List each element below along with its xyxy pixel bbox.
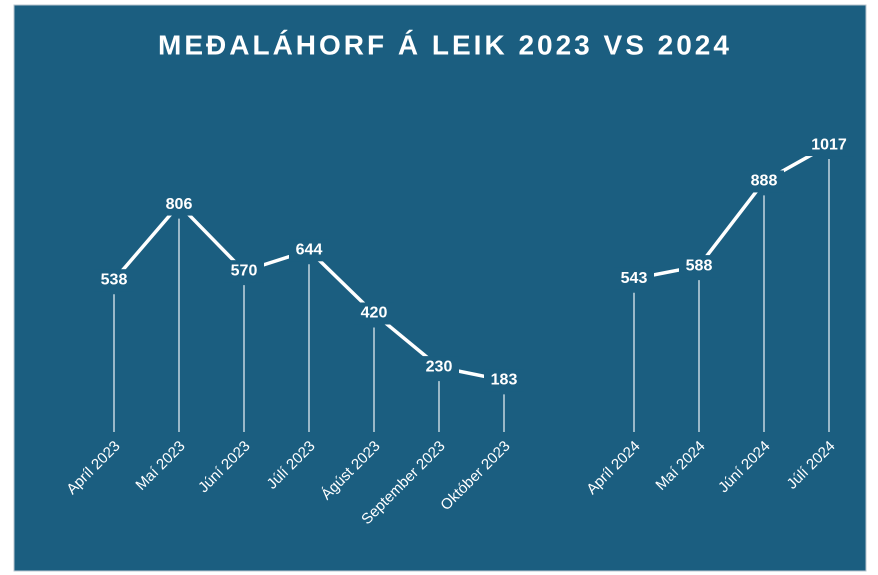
- data-label: 420: [361, 305, 388, 322]
- chart-title: MEĐALÁHORF Á LEIK 2023 VS 2024: [158, 29, 732, 60]
- label-background: [484, 369, 524, 392]
- label-background: [679, 255, 719, 278]
- label-background: [614, 267, 654, 290]
- data-label: 538: [101, 271, 128, 288]
- label-background: [354, 302, 394, 325]
- data-label: 1017: [811, 136, 847, 153]
- data-label: 644: [296, 242, 323, 259]
- data-label: 888: [751, 173, 778, 190]
- label-background: [94, 269, 134, 292]
- label-background: [419, 356, 459, 379]
- data-label: 183: [491, 372, 518, 389]
- label-background: [224, 260, 264, 283]
- data-label: 543: [621, 270, 648, 287]
- label-background: [289, 239, 329, 262]
- chart-background: [13, 4, 867, 572]
- data-label: 806: [166, 196, 193, 213]
- label-background: [159, 193, 199, 216]
- label-background: [804, 134, 854, 157]
- data-label: 570: [231, 262, 258, 279]
- data-label: 230: [426, 358, 453, 375]
- label-background: [744, 170, 784, 193]
- data-label: 588: [686, 257, 713, 274]
